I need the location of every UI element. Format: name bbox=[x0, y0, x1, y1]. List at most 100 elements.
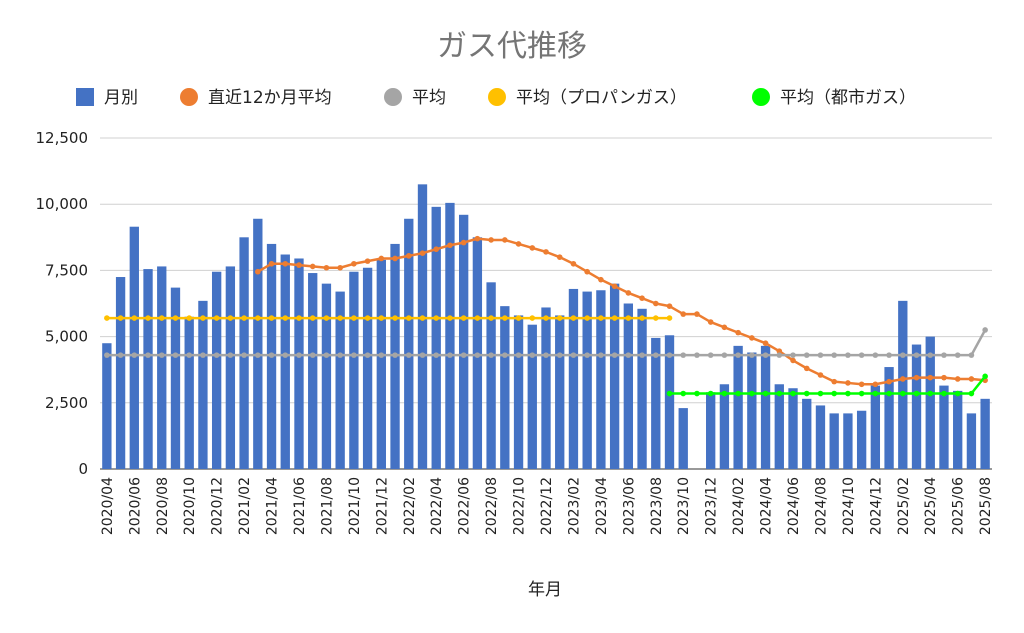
bar bbox=[253, 218, 263, 469]
data-point bbox=[543, 352, 549, 358]
data-point bbox=[913, 390, 920, 397]
data-point bbox=[241, 315, 247, 321]
data-point bbox=[666, 315, 673, 321]
data-point bbox=[927, 374, 934, 381]
data-point bbox=[556, 352, 563, 358]
bar bbox=[115, 277, 126, 469]
data-point bbox=[762, 340, 769, 347]
bar bbox=[760, 345, 771, 469]
legend-label: 直近12か月平均 bbox=[208, 88, 332, 108]
y-tick-label: 2,500 bbox=[45, 394, 88, 412]
x-tick-label: 2021/08 bbox=[319, 477, 335, 535]
bar bbox=[417, 184, 428, 469]
data-point bbox=[309, 315, 316, 321]
bar bbox=[966, 413, 977, 469]
data-point bbox=[941, 374, 947, 381]
legend-label: 平均 bbox=[412, 88, 446, 108]
bar bbox=[349, 271, 359, 469]
bar bbox=[486, 282, 496, 469]
data-point bbox=[625, 315, 632, 321]
x-tick-label: 2020/10 bbox=[182, 477, 198, 535]
x-tick-label: 2023/12 bbox=[704, 477, 720, 535]
data-point bbox=[296, 315, 302, 321]
data-point bbox=[927, 352, 934, 358]
data-point bbox=[529, 352, 536, 358]
data-point bbox=[749, 390, 755, 397]
x-tick-label: 2025/08 bbox=[978, 477, 994, 535]
x-tick-label: 2024/12 bbox=[868, 477, 884, 535]
bar bbox=[211, 271, 222, 469]
data-point bbox=[900, 376, 906, 382]
data-point bbox=[241, 352, 247, 358]
data-point bbox=[845, 352, 851, 358]
bar bbox=[541, 307, 551, 469]
data-point bbox=[213, 315, 220, 321]
data-point bbox=[817, 390, 824, 397]
data-point bbox=[598, 352, 604, 358]
data-point bbox=[872, 390, 879, 397]
data-point bbox=[419, 352, 426, 358]
data-point bbox=[447, 315, 453, 321]
data-point bbox=[639, 352, 645, 358]
data-point bbox=[405, 352, 412, 358]
data-point bbox=[817, 372, 824, 378]
data-point bbox=[515, 241, 522, 247]
legend-label: 月別 bbox=[104, 88, 138, 108]
data-point bbox=[351, 352, 357, 358]
data-point bbox=[255, 268, 261, 275]
bar bbox=[596, 290, 606, 469]
x-tick-label: 2023/02 bbox=[566, 477, 582, 535]
data-point bbox=[282, 315, 289, 321]
data-point bbox=[762, 352, 769, 358]
x-tick-label: 2025/06 bbox=[951, 477, 967, 535]
x-tick-label: 2020/08 bbox=[155, 477, 171, 535]
x-tick-label: 2024/08 bbox=[813, 477, 829, 535]
bar bbox=[335, 291, 345, 469]
line-series bbox=[104, 235, 988, 397]
series-line bbox=[104, 327, 988, 358]
bar bbox=[431, 206, 441, 469]
data-point bbox=[680, 390, 687, 397]
data-point bbox=[776, 348, 783, 354]
data-point bbox=[323, 352, 330, 358]
data-point bbox=[982, 327, 988, 333]
data-point bbox=[968, 376, 975, 382]
data-point bbox=[694, 390, 700, 397]
legend-swatch bbox=[384, 88, 402, 106]
data-point bbox=[570, 352, 577, 358]
data-point bbox=[515, 315, 522, 321]
data-point bbox=[543, 315, 549, 321]
data-point bbox=[337, 264, 343, 271]
data-point bbox=[460, 352, 467, 358]
bar bbox=[678, 408, 688, 469]
bar bbox=[170, 287, 181, 469]
data-point bbox=[598, 315, 604, 321]
data-point bbox=[639, 295, 645, 302]
data-point bbox=[268, 260, 275, 267]
data-point bbox=[954, 390, 961, 397]
data-point bbox=[255, 315, 261, 321]
x-tick-label: 2024/02 bbox=[731, 477, 747, 535]
x-tick-label: 2020/04 bbox=[100, 477, 116, 535]
x-tick-label: 2025/02 bbox=[896, 477, 912, 535]
data-point bbox=[625, 352, 632, 358]
data-point bbox=[117, 315, 124, 321]
data-point bbox=[652, 352, 659, 358]
data-point bbox=[323, 315, 330, 321]
x-tick-label: 2023/06 bbox=[621, 477, 637, 535]
data-point bbox=[392, 315, 398, 321]
data-point bbox=[694, 352, 700, 358]
data-point bbox=[131, 352, 138, 358]
data-point bbox=[529, 315, 536, 321]
data-point bbox=[570, 260, 577, 267]
bar bbox=[321, 283, 332, 469]
x-tick-label: 2023/10 bbox=[676, 477, 692, 535]
data-point bbox=[419, 250, 426, 256]
data-point bbox=[680, 311, 687, 317]
bar bbox=[733, 345, 743, 469]
x-tick-label: 2024/10 bbox=[841, 477, 857, 535]
legend-item: 直近12か月平均 bbox=[180, 88, 332, 108]
bar bbox=[513, 315, 524, 469]
legend-swatch bbox=[752, 88, 770, 106]
x-tick-label: 2023/04 bbox=[594, 477, 610, 535]
